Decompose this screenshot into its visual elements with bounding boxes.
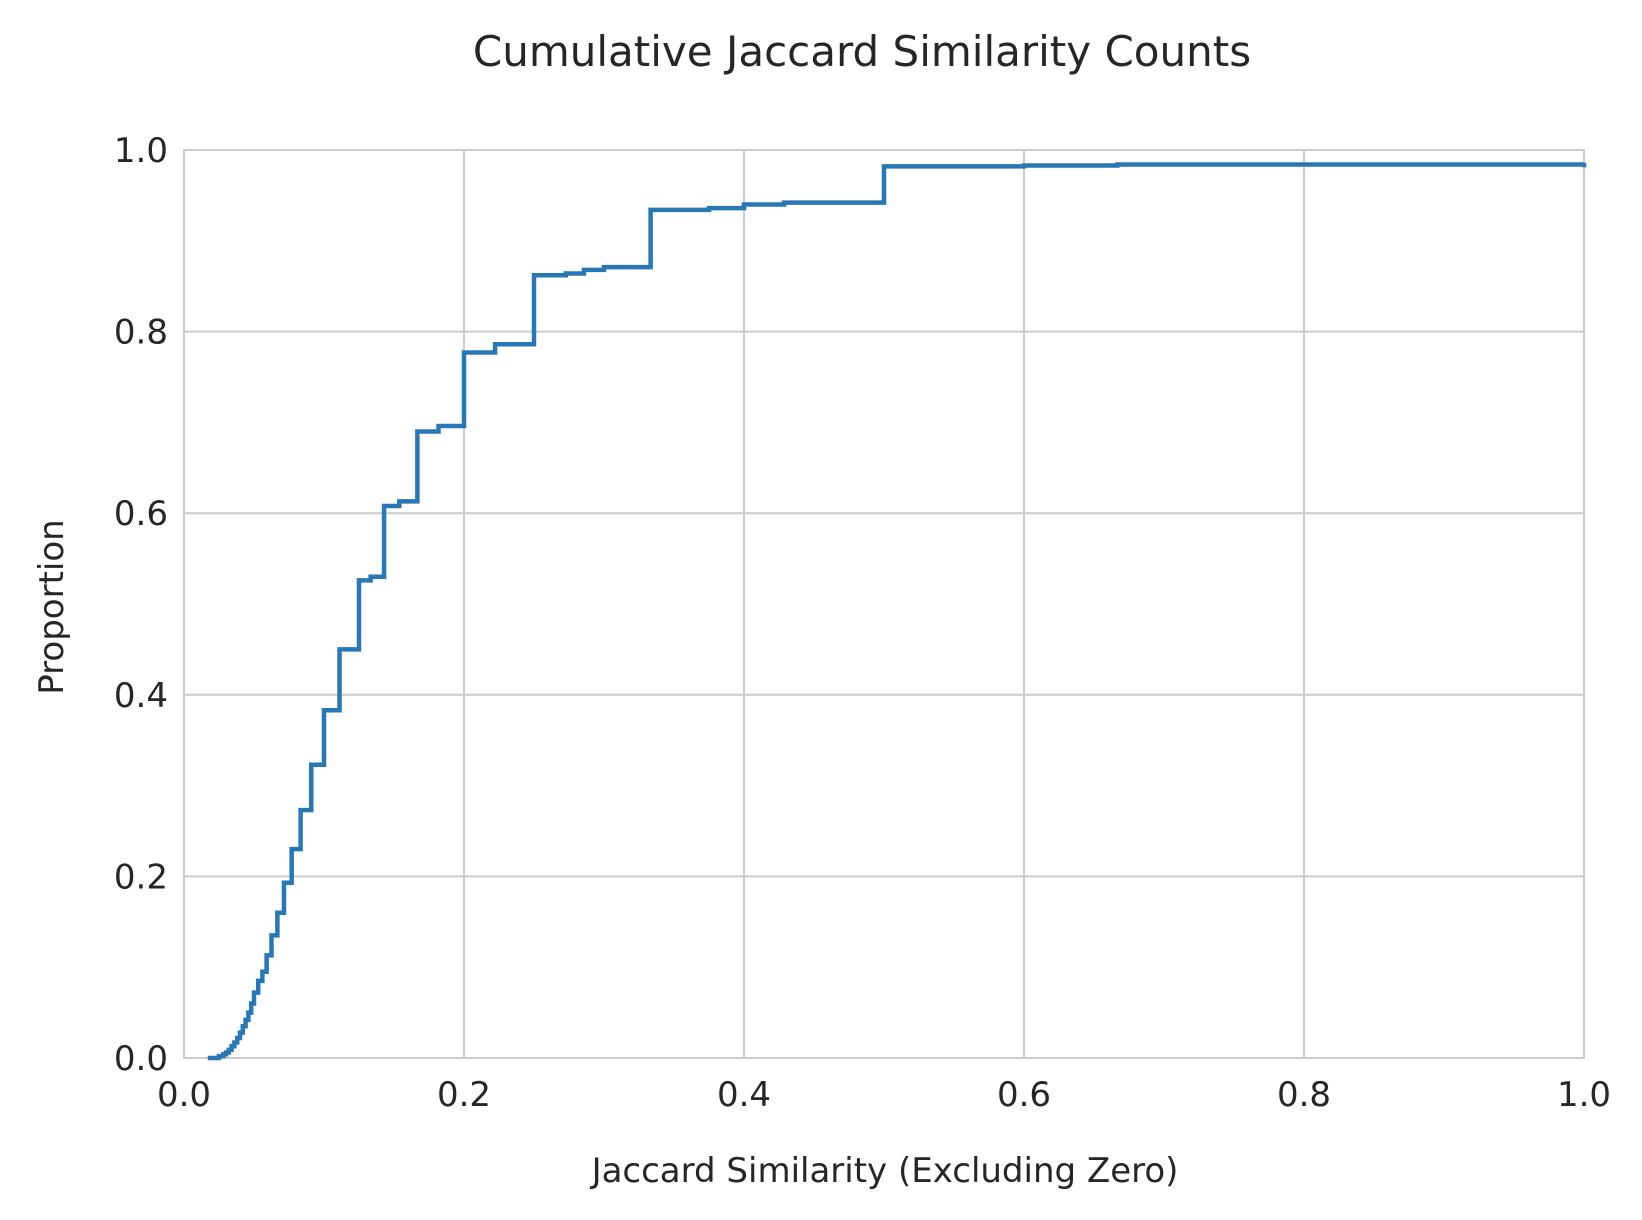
- y-tick-label: 1.0: [114, 131, 168, 171]
- x-tick-label: 1.0: [1557, 1075, 1611, 1115]
- y-tick-label: 0.2: [114, 857, 168, 897]
- x-tick-label: 0.4: [717, 1075, 771, 1115]
- chart-title: Cumulative Jaccard Similarity Counts: [473, 27, 1251, 76]
- x-tick-label: 0.0: [157, 1075, 211, 1115]
- y-tick-label: 0.0: [114, 1039, 168, 1079]
- series-layer: [207, 162, 1587, 1061]
- tick-labels: 0.0 0.2 0.4 0.6 0.8 1.0 0.0 0.2 0.4 0.6 0.8 1.0: [114, 131, 1611, 1115]
- plot-border: [183, 149, 1585, 1059]
- cdf-step-line: [207, 162, 1587, 1061]
- x-axis-label: Jaccard Similarity (Excluding Zero): [590, 1151, 1179, 1191]
- y-tick-label: 0.8: [114, 313, 168, 353]
- y-tick-label: 0.6: [114, 494, 168, 534]
- x-tick-label: 0.6: [997, 1075, 1051, 1115]
- y-axis-label: Proportion: [32, 519, 72, 694]
- plot-frame: [183, 149, 1585, 1059]
- x-tick-label: 0.2: [437, 1075, 491, 1115]
- y-tick-label: 0.4: [114, 676, 168, 716]
- x-tick-label: 0.8: [1277, 1075, 1331, 1115]
